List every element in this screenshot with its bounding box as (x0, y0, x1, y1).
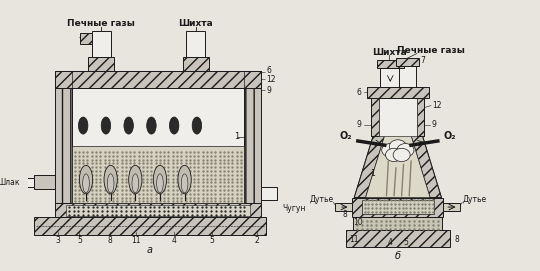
Bar (72, 146, 244, 203)
Text: Шихта: Шихта (179, 19, 213, 28)
Ellipse shape (147, 117, 156, 134)
Text: Печные газы: Печные газы (397, 46, 465, 55)
Bar (372, 98, 424, 136)
Text: 9: 9 (266, 86, 271, 95)
Polygon shape (411, 136, 441, 198)
Bar (380, 68, 401, 87)
Ellipse shape (124, 117, 133, 134)
Text: Печные газы: Печные газы (68, 19, 135, 28)
Bar (362, 201, 434, 214)
Ellipse shape (382, 144, 399, 157)
Ellipse shape (181, 174, 188, 193)
Text: б: б (395, 251, 401, 261)
Text: 8: 8 (454, 235, 459, 244)
Ellipse shape (101, 117, 111, 134)
Bar (183, 57, 209, 70)
Bar (399, 66, 416, 87)
Ellipse shape (170, 117, 179, 134)
Text: Шлак: Шлак (0, 178, 19, 187)
Text: 11: 11 (349, 235, 359, 244)
Bar (244, 70, 261, 203)
Bar (34, 175, 55, 189)
Ellipse shape (132, 174, 139, 193)
Bar (335, 203, 352, 211)
Text: 5: 5 (77, 236, 82, 245)
Text: 9: 9 (357, 120, 362, 129)
Text: 7: 7 (421, 56, 426, 65)
Text: а: а (146, 245, 152, 255)
Text: Дутье: Дутье (462, 195, 487, 204)
Ellipse shape (178, 165, 191, 194)
Text: 4: 4 (172, 236, 177, 245)
Text: 1: 1 (370, 169, 375, 178)
Bar (377, 60, 403, 68)
Ellipse shape (389, 140, 407, 153)
Bar (443, 203, 461, 211)
Bar (34, 218, 266, 234)
Text: 11: 11 (132, 236, 141, 245)
Bar (88, 57, 114, 70)
Text: 4: 4 (388, 238, 393, 247)
Text: О₂: О₂ (443, 131, 456, 141)
Bar (352, 198, 443, 217)
Polygon shape (366, 136, 430, 198)
Bar (353, 217, 442, 230)
Ellipse shape (157, 174, 163, 193)
Bar (346, 230, 450, 247)
Bar (261, 187, 276, 201)
Ellipse shape (386, 148, 403, 162)
Bar (186, 31, 205, 57)
Bar (24, 178, 34, 187)
Bar (379, 98, 417, 136)
Ellipse shape (192, 117, 201, 134)
Ellipse shape (79, 165, 93, 194)
Ellipse shape (107, 174, 114, 193)
Bar (396, 58, 418, 66)
Text: Чугун: Чугун (282, 204, 306, 212)
Text: Дутье: Дутье (309, 195, 333, 204)
Text: 8: 8 (107, 236, 112, 245)
Polygon shape (354, 136, 384, 198)
Text: 5: 5 (403, 238, 408, 247)
Bar (55, 70, 261, 88)
Text: 9: 9 (432, 120, 437, 129)
Bar (55, 70, 72, 203)
Polygon shape (354, 136, 441, 198)
Ellipse shape (83, 174, 89, 193)
Ellipse shape (104, 165, 117, 194)
Bar (55, 203, 261, 218)
Bar (80, 33, 92, 44)
Text: 8: 8 (342, 210, 347, 219)
Text: 12: 12 (266, 75, 275, 84)
Text: 2: 2 (254, 236, 259, 245)
Ellipse shape (78, 117, 88, 134)
Text: 5: 5 (210, 236, 214, 245)
Ellipse shape (129, 165, 142, 194)
Text: 12: 12 (432, 101, 442, 110)
Text: Шихта: Шихта (372, 48, 407, 57)
Text: 6: 6 (266, 66, 271, 75)
Bar (66, 205, 250, 216)
Bar (417, 98, 424, 136)
Text: 10: 10 (353, 218, 363, 227)
Bar (72, 70, 244, 88)
Bar (72, 70, 244, 203)
Text: 6: 6 (357, 88, 362, 97)
Ellipse shape (397, 144, 414, 157)
Text: 1: 1 (234, 133, 239, 141)
Text: 3: 3 (55, 236, 60, 245)
Bar (372, 98, 379, 136)
Ellipse shape (153, 165, 166, 194)
Ellipse shape (393, 148, 410, 162)
Text: О₂: О₂ (340, 131, 352, 141)
Bar (367, 87, 429, 98)
Bar (92, 31, 111, 57)
